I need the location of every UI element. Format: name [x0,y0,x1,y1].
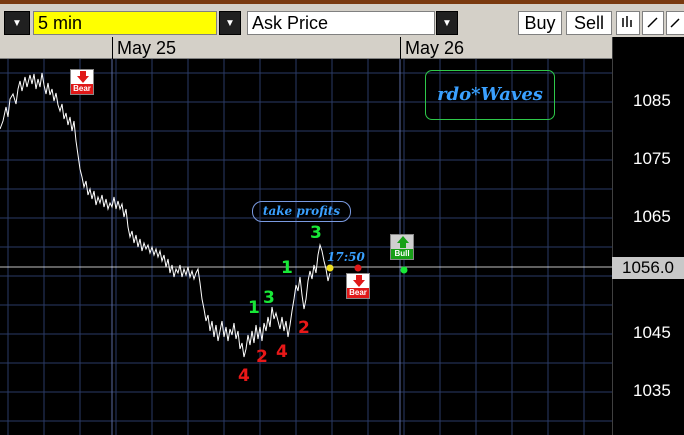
day-separator [112,37,113,59]
wave-label-4: 4 [276,342,288,362]
price-label: 1035 [633,381,671,400]
interval-dropdown-button[interactable]: ▼ [219,11,241,35]
more-tools-button[interactable] [666,11,684,35]
take-profits-annotation: take profits [252,201,351,222]
wave-label-3: 3 [310,223,322,243]
price-label: 1045 [633,323,671,342]
chart-menu-dropdown[interactable]: ▼ [4,11,30,35]
current-price-tag: 1056.0 [612,257,684,279]
wave-label-2: 2 [256,347,268,367]
price-axis: 1085 1075 1065 1045 1035 [612,37,684,435]
time-label-may-26: May 26 [405,38,465,58]
line-draw-icon [647,17,658,28]
wave-label-2: 2 [298,318,310,338]
wave-label-3: 3 [263,288,275,308]
arrow-down-icon [77,71,89,83]
signal-dot-red [354,264,362,272]
price-series-line [0,72,331,358]
arrow-up-icon [397,236,409,248]
chart-grid [0,59,612,435]
price-label: 1065 [633,207,671,226]
wave-label-1: 1 [281,258,293,278]
price-type-dropdown-button[interactable]: ▼ [436,11,458,35]
signal-dot-yellow [326,264,334,272]
bull-signal-label: Bull [391,249,413,259]
bar-chart-tool-button[interactable] [616,11,640,35]
signal-timestamp: 17:50 [327,250,365,264]
time-label-may-25: May 25 [117,38,177,58]
bar-chart-icon [622,16,632,27]
signal-dot-green [400,266,408,274]
line-tool-button[interactable] [642,11,664,35]
chart-toolbar: ▼ 5 min ▼ Ask Price ▼ Buy Sell [0,0,684,37]
interval-value: 5 min [38,13,83,33]
wave-label-1: 1 [248,298,260,318]
price-label: 1085 [633,91,671,110]
arrow-down-icon [353,275,365,287]
wave-label-4: 4 [238,366,250,386]
arrow-icon [670,18,680,28]
bear-signal-label: Bear [71,84,93,94]
price-type-select[interactable]: Ask Price [247,11,435,35]
price-type-value: Ask Price [252,13,329,33]
price-label: 1075 [633,149,671,168]
day-separator [400,37,401,59]
bull-signal-marker[interactable]: Bull [390,234,414,260]
rdo-waves-logo: rdo*Waves [425,70,555,120]
interval-select[interactable]: 5 min [33,11,217,35]
buy-button[interactable]: Buy [518,11,562,35]
bear-signal-marker[interactable]: Bear [70,69,94,95]
time-axis: May 25 May 26 [0,37,612,59]
signal-markers [326,264,408,274]
bear-signal-marker[interactable]: Bear [346,273,370,299]
price-chart-plot[interactable] [0,59,612,435]
bear-signal-label: Bear [347,288,369,298]
sell-button[interactable]: Sell [566,11,612,35]
